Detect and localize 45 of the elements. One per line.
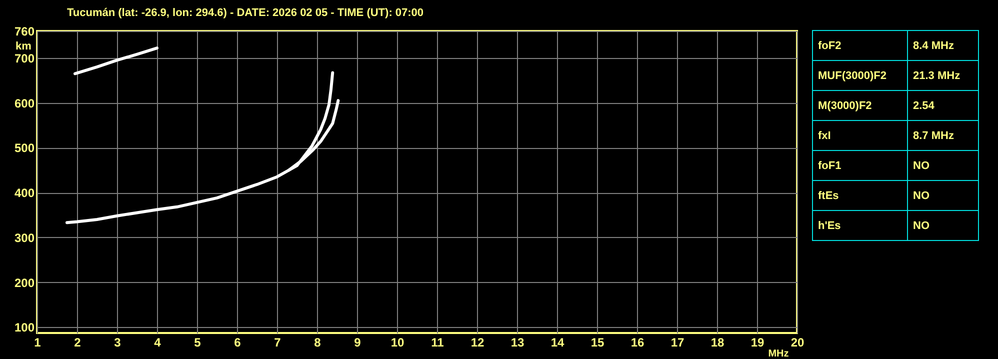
x-tick-label: 4 <box>154 336 162 350</box>
text: NO <box>913 160 930 172</box>
y-axis-title: km <box>16 40 32 52</box>
category-label: ftEs <box>812 180 908 210</box>
y-tick-label: 400 <box>14 186 35 200</box>
x-tick-label: 18 <box>710 336 724 350</box>
x-tick-label: 19 <box>750 336 764 350</box>
y-tick-label: 200 <box>14 276 35 290</box>
x-tick-label: 10 <box>390 336 404 350</box>
category-label: foF2 <box>812 30 908 60</box>
x-tick-label: 14 <box>550 336 564 350</box>
category-label: MUF(3000)F2 <box>812 60 908 90</box>
x-tick-label: 17 <box>670 336 684 350</box>
x-tick-label: 13 <box>510 336 524 350</box>
chart-title: Tucumán (lat: -26.9, lon: 294.6) - DATE: 2026 02 05 - TIME (UT): 07:00 <box>66 7 424 19</box>
x-tick-label: 5 <box>194 336 202 350</box>
y-tick-label: 600 <box>14 96 35 110</box>
x-tick-label: 8 <box>314 336 322 350</box>
x-tick-label: 20 <box>790 336 804 350</box>
text: NO <box>913 190 930 202</box>
text: 8.4 MHz <box>913 40 954 52</box>
x-tick-label: 11 <box>431 336 444 350</box>
category-label: M(3000)F2 <box>812 90 908 120</box>
x-tick-label: 2 <box>74 336 82 350</box>
x-tick-label: 1 <box>34 336 42 350</box>
x-tick-label: 12 <box>470 336 484 350</box>
x-tick-label: 6 <box>234 336 242 350</box>
category-label: h'Es <box>812 210 908 240</box>
category-label: fxI <box>812 120 908 150</box>
category-label: foF1 <box>812 150 908 180</box>
y-tick-label: 500 <box>14 141 35 156</box>
x-axis-title: MHz <box>768 348 789 359</box>
x-tick-label: 7 <box>274 336 282 350</box>
text: 2.54 <box>913 100 934 112</box>
x-tick-label: 16 <box>630 336 644 350</box>
y-tick-label: 100 <box>14 320 35 335</box>
x-tick-label: 15 <box>590 336 604 350</box>
text: 8.7 MHz <box>913 130 954 142</box>
x-tick-label: 9 <box>354 336 362 350</box>
y-tick-label: 300 <box>14 230 35 245</box>
y-tick-label: 760 <box>14 24 35 38</box>
x-tick-label: 3 <box>114 336 122 350</box>
y-tick-label: 700 <box>14 51 35 66</box>
text: NO <box>913 220 930 232</box>
text: 21.3 MHz <box>913 70 960 82</box>
